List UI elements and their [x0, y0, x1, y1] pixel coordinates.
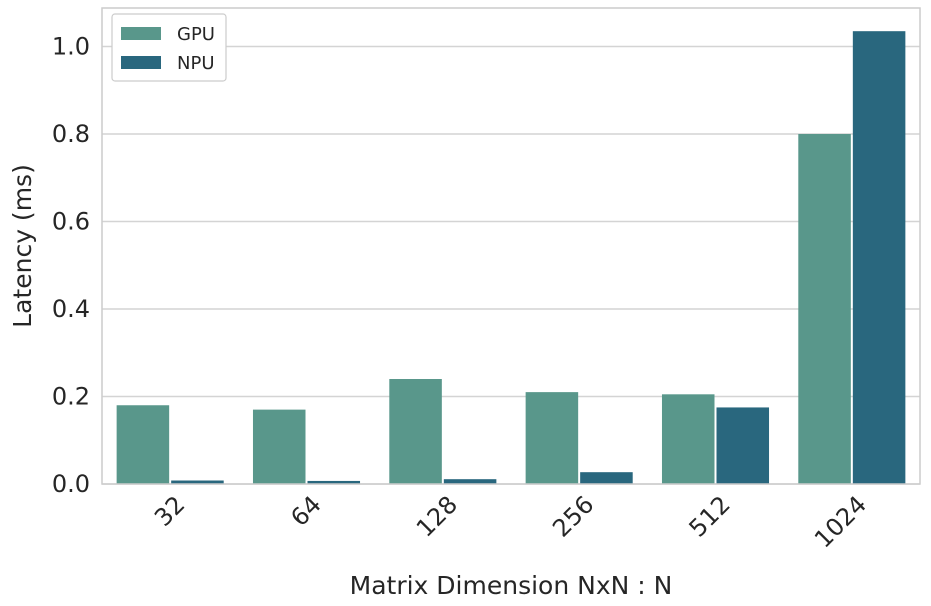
legend-label-npu: NPU: [177, 53, 215, 74]
bar-npu-256: [580, 472, 633, 484]
bar-npu-1024: [852, 31, 906, 484]
x-axis-label: Matrix Dimension NxN : N: [350, 571, 673, 600]
y-tick-label: 0.6: [52, 208, 90, 236]
y-axis-label: Latency (ms): [8, 164, 37, 328]
bar-gpu-128: [389, 379, 442, 484]
bar-npu-512: [716, 407, 770, 484]
x-tick-label: 256: [547, 490, 599, 542]
y-tick-label: 1.0: [52, 33, 90, 61]
y-gridlines: [102, 45, 920, 485]
x-tick-label: 32: [149, 490, 190, 531]
legend-swatch-npu: [121, 56, 161, 69]
y-tick-label: 0.2: [52, 383, 90, 411]
legend-swatch-gpu: [121, 27, 161, 40]
plot-area-frame: [101, 7, 921, 485]
bar-marks: [116, 31, 906, 484]
legend-label-gpu: GPU: [177, 24, 215, 45]
bar-gpu-32: [116, 405, 170, 484]
x-tick-label: 512: [684, 490, 736, 542]
x-tick-label: 64: [285, 490, 326, 531]
x-tick-label: 1024: [809, 490, 872, 553]
x-tick-label: 128: [411, 490, 463, 542]
bar-npu-64: [307, 480, 361, 484]
bar-npu-32: [171, 480, 224, 484]
bar-gpu-64: [252, 409, 306, 484]
y-tick-label: 0.8: [52, 120, 90, 148]
y-tick-labels: 0.0 0.2 0.4 0.6 0.8 1.0: [52, 33, 90, 499]
legend: GPU NPU: [111, 13, 227, 82]
y-tick-label: 0.4: [52, 295, 90, 323]
y-tick-label: 0.0: [52, 470, 90, 498]
bar-gpu-1024: [798, 134, 851, 484]
bar-npu-128: [443, 479, 497, 484]
bar-gpu-256: [525, 392, 579, 484]
bar-gpu-512: [661, 394, 715, 484]
x-tick-labels: 32 64 128 256 512 1024: [149, 490, 872, 553]
